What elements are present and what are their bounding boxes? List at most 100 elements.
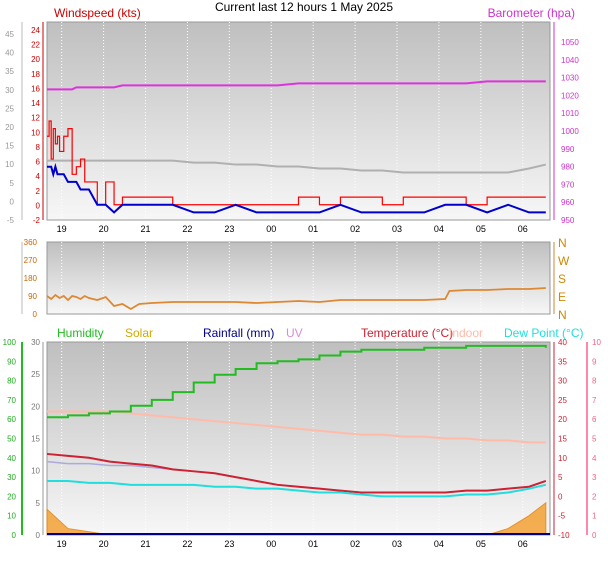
uv-index-tick: 10 [592,338,601,347]
right-baro-tick: 1020 [561,91,579,100]
series-gust-line [47,120,546,206]
left-gray-tick: 5 [10,179,15,188]
solar-tick: 0 [36,531,41,540]
x-tick-label: 06 [518,539,528,549]
x-tick-label: 03 [392,224,402,234]
left-gray-tick: 40 [5,49,14,58]
x-tick-label: 00 [266,224,276,234]
temperature-tick: 20 [558,415,567,424]
left-red-tick: 8 [36,143,41,152]
x-tick-label: 04 [434,539,444,549]
uv-index-tick: 8 [592,377,597,386]
series-dewpoint-line [47,479,547,498]
left-red-tick: 4 [36,172,41,181]
temperature-tick: 0 [558,492,563,501]
left-gray-tick: 20 [5,123,14,132]
left-red-tick: 0 [36,201,41,210]
x-tick-label: 22 [182,224,192,234]
plot-area-2 [46,241,551,315]
dir-left-tick: 90 [28,292,37,301]
x-tick-label: 00 [266,539,276,549]
compass-tick-label: S [558,272,566,286]
uv-index-tick: 4 [592,454,597,463]
right-baro-tick: 1010 [561,109,579,118]
x-tick-label: 20 [99,224,109,234]
series-indoor-line [47,410,546,444]
x-tick-label: 21 [140,539,150,549]
page-title: Current last 12 hours 1 May 2025 [214,0,394,14]
x-tick-label: 20 [99,539,109,549]
humidity-tick: 60 [7,415,16,424]
left-gray-tick: 30 [5,86,14,95]
dir-left-tick: 360 [24,238,38,247]
x-tick-label: 05 [476,224,486,234]
left-red-tick: 12 [31,114,40,123]
left-red-tick: 10 [31,128,40,137]
legend-indoor: Indoor [449,326,483,340]
legend-rain: Rainfall (mm) [203,326,274,340]
humidity-tick: 50 [7,435,16,444]
x-tick-label: 22 [182,539,192,549]
series-temperature-line [46,452,547,494]
temperature-tick: 40 [558,338,567,347]
x-tick-label: 01 [308,539,318,549]
left-red-tick: 6 [36,158,41,167]
x-tick-label: 21 [140,224,150,234]
temperature-tick: 30 [558,377,567,386]
x-tick-label: 23 [224,539,234,549]
legend-temp: Temperature (°C) [361,326,453,340]
humidity-tick: 30 [7,473,16,482]
left-red-tick: 14 [31,99,40,108]
barometer-axis-label: Barometer (hpa) [488,6,575,20]
right-baro-tick: 970 [561,180,575,189]
series-gray-line [47,159,547,174]
uv-index-tick: 2 [592,492,597,501]
left-red-tick: 16 [31,84,40,93]
uv-index-tick: 0 [592,531,597,540]
uv-index-tick: 6 [592,415,597,424]
humidity-tick: 10 [7,512,16,521]
uv-index-tick: 9 [592,357,597,366]
uv-index-tick: 1 [592,512,597,521]
series-barometer-line [47,80,546,91]
legend-humidity: Humidity [57,326,104,340]
solar-tick: 20 [31,402,40,411]
temperature-tick: -5 [558,512,566,521]
left-red-tick: 2 [36,187,41,196]
compass-tick-label: E [558,290,566,304]
left-red-tick: 24 [31,26,40,35]
x-tick-label: 02 [350,539,360,549]
compass-tick-label: N [558,236,567,250]
x-tick-label: 01 [308,224,318,234]
dir-left-tick: 270 [24,256,38,265]
series-humidity-line [47,344,547,419]
x-tick-label: 02 [350,224,360,234]
temperature-tick: 25 [558,396,567,405]
temperature-tick: 35 [558,357,567,366]
x-tick-label: 19 [57,224,67,234]
left-gray-tick: 15 [5,142,14,151]
uv-index-tick: 7 [592,396,597,405]
left-gray-tick: 0 [10,197,15,206]
solar-tick: 15 [31,435,40,444]
humidity-tick: 100 [3,338,17,347]
x-tick-label: 04 [434,224,444,234]
right-baro-tick: 950 [561,216,575,225]
left-gray-tick: 25 [5,104,14,113]
humidity-tick: 70 [7,396,16,405]
plot-area-1 [46,21,551,221]
x-tick-label: 06 [518,224,528,234]
wind-axis-label: Windspeed (kts) [54,6,141,20]
left-red-tick: 18 [31,70,40,79]
temperature-tick: 10 [558,454,567,463]
humidity-tick: 90 [7,357,16,366]
right-baro-tick: 960 [561,198,575,207]
solar-tick: 30 [31,338,40,347]
compass-tick-label: W [558,254,570,268]
left-gray-tick: 45 [5,30,14,39]
humidity-tick: 40 [7,454,16,463]
humidity-tick: 80 [7,377,16,386]
humidity-tick: 0 [12,531,17,540]
